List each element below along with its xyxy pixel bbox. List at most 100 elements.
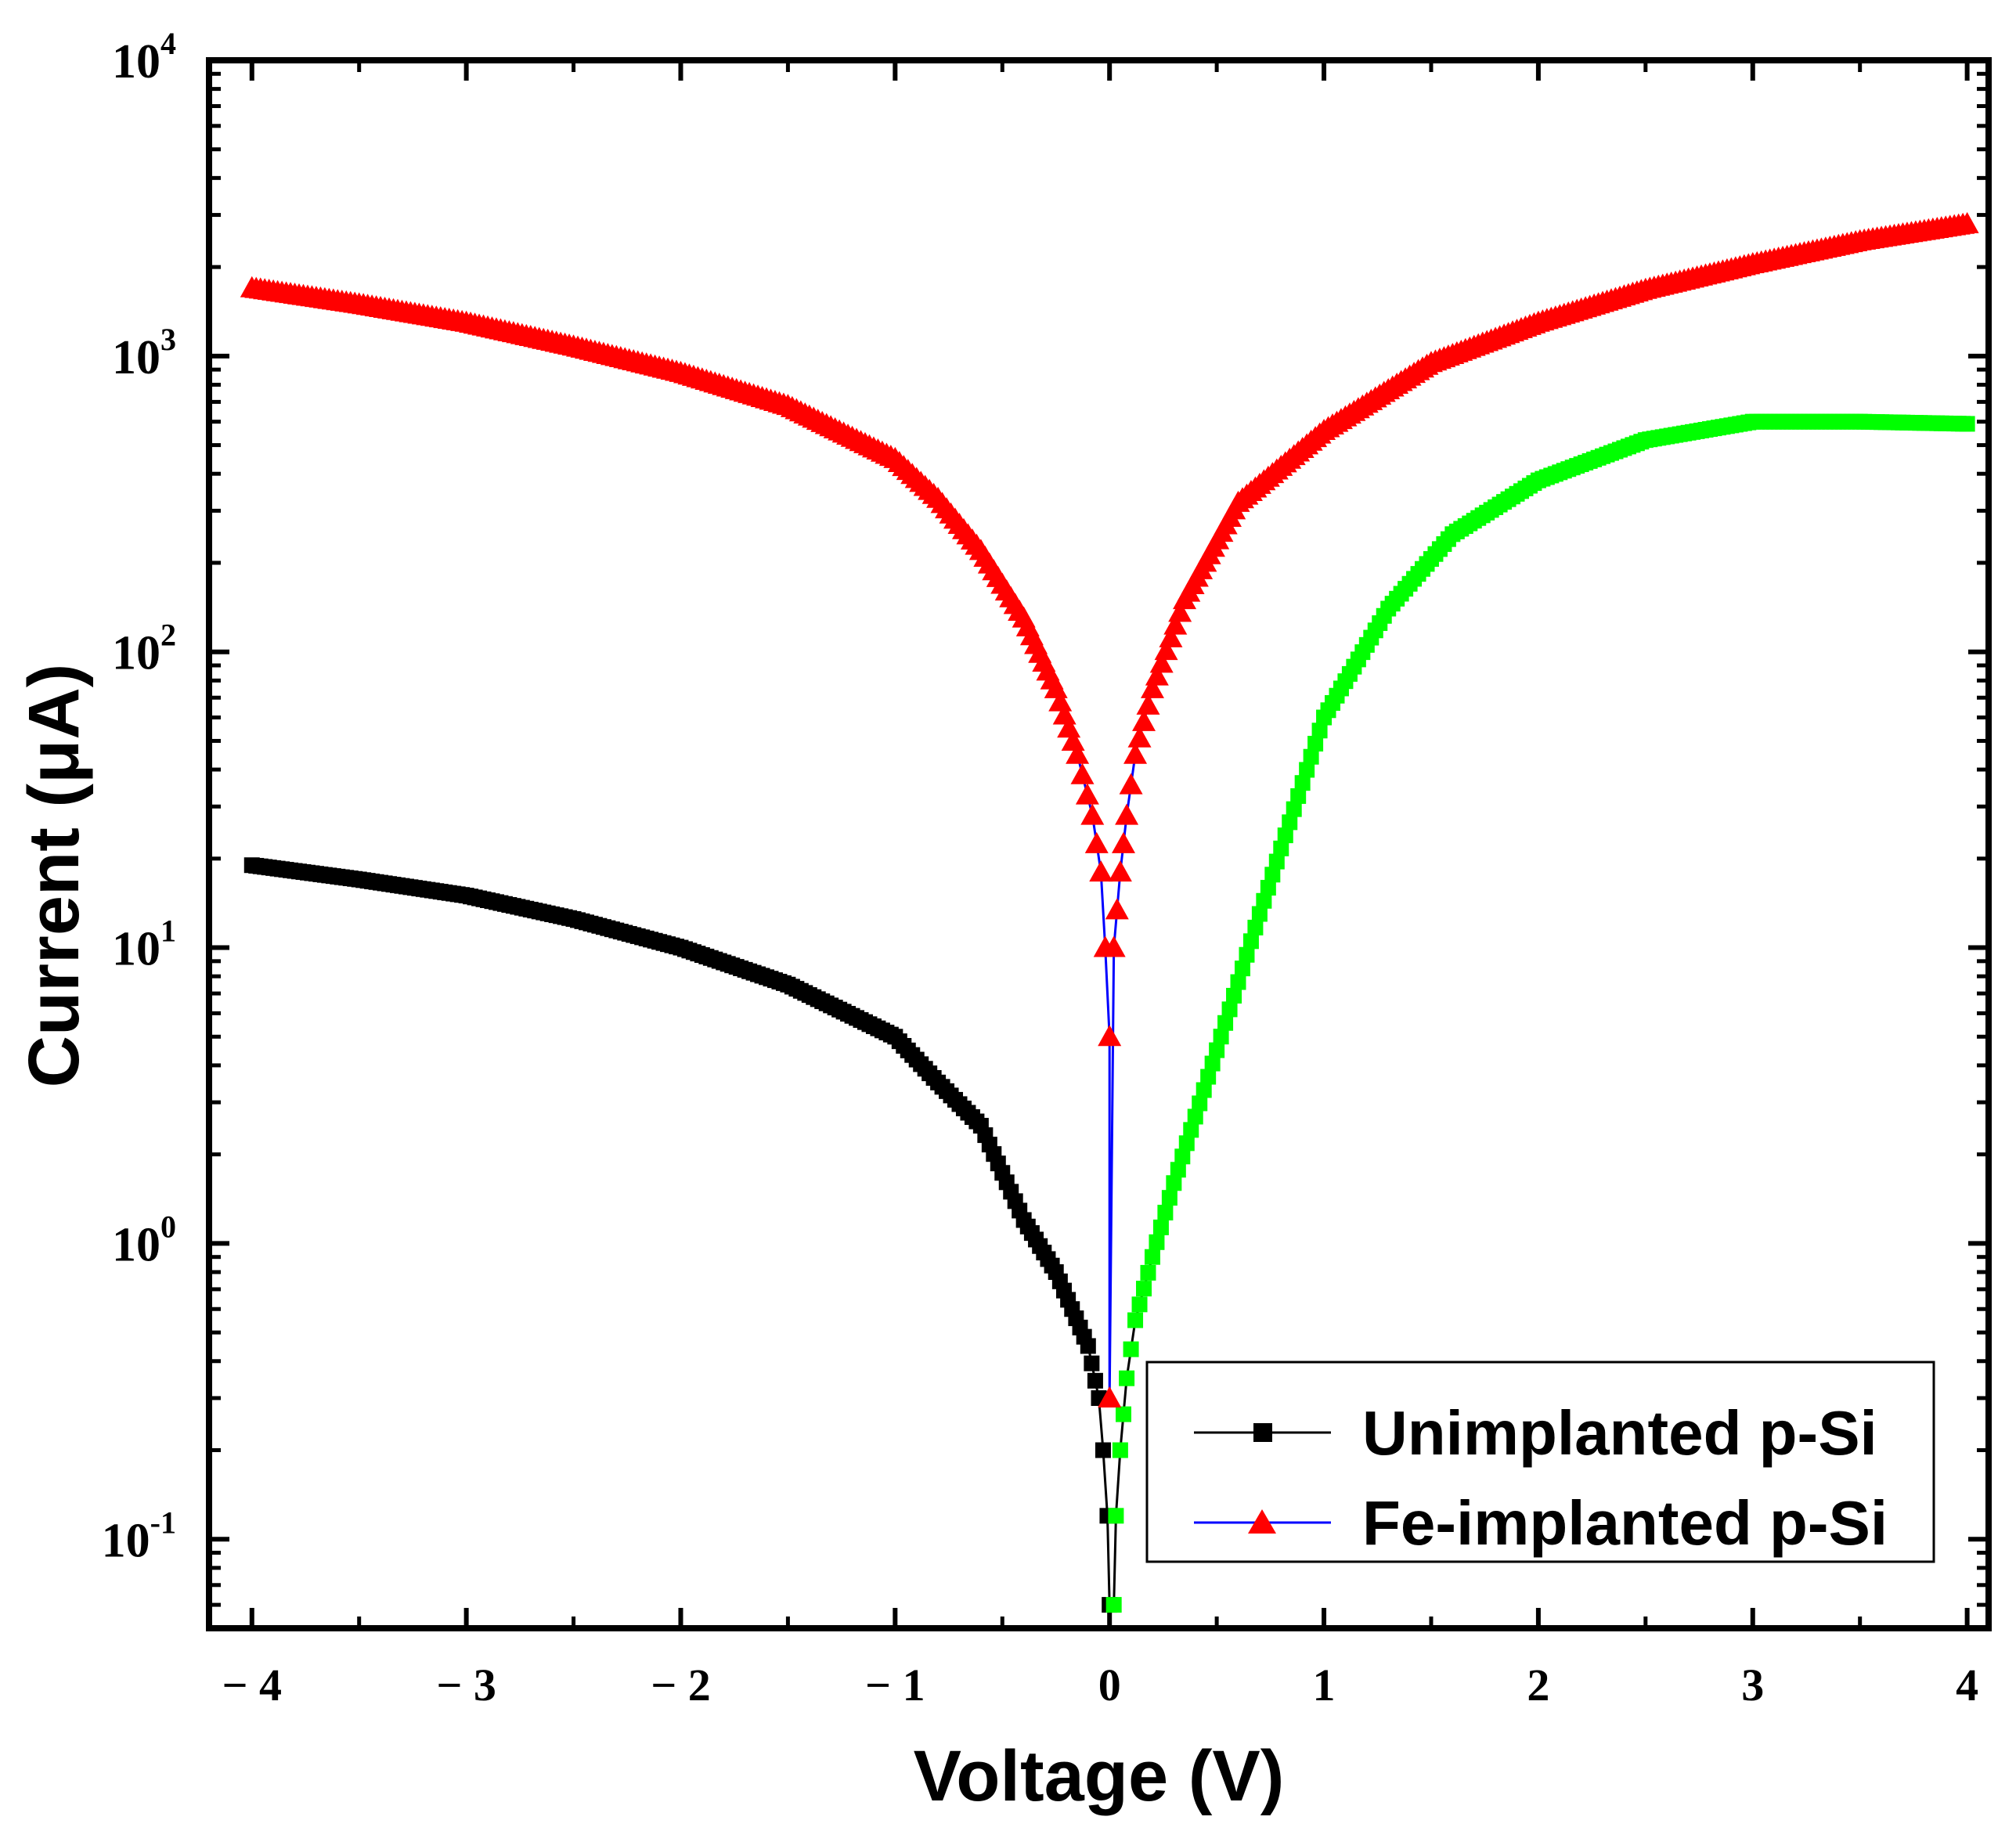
data-point <box>1260 880 1276 896</box>
data-point <box>1127 1312 1144 1328</box>
x-axis-title: Voltage (V) <box>914 1736 1285 1816</box>
data-point <box>1061 729 1085 751</box>
data-point <box>1239 946 1255 963</box>
data-point <box>1132 709 1156 731</box>
y-tick-label: 100 <box>112 1209 176 1271</box>
data-point <box>1174 1148 1191 1165</box>
data-point <box>1221 1001 1238 1018</box>
data-point <box>1098 1025 1122 1047</box>
data-point <box>1213 1029 1229 1045</box>
data-point <box>1123 742 1148 764</box>
x-tick-label: − 4 <box>222 1660 282 1710</box>
data-point <box>1168 600 1192 622</box>
data-point <box>1084 1355 1100 1371</box>
x-tick-label: 4 <box>1956 1660 1978 1710</box>
data-point <box>1187 1108 1203 1125</box>
tick-labels-group: − 4 − 3 − 2 − 1 0 1 2 3 4 10-1 100 101 102 103 104 <box>102 26 1978 1710</box>
data-point <box>1102 935 1126 957</box>
series-unimplanted <box>243 413 1975 1613</box>
data-point <box>1115 1406 1131 1422</box>
data-point <box>1095 1442 1111 1458</box>
data-point <box>1105 1597 1122 1613</box>
data-point <box>1080 1338 1096 1354</box>
data-point <box>1200 1069 1217 1085</box>
x-tick-label: 2 <box>1527 1660 1549 1710</box>
data-point <box>1066 742 1090 764</box>
y-tick-label: 103 <box>112 322 176 384</box>
data-point <box>1131 1296 1148 1313</box>
data-point <box>1196 1082 1212 1098</box>
data-point <box>1136 1281 1152 1297</box>
data-point <box>1217 1015 1234 1031</box>
data-point <box>1152 1219 1169 1235</box>
data-point <box>1084 831 1109 853</box>
data-point <box>1159 625 1183 647</box>
data-point <box>1247 919 1264 935</box>
x-tick-label: 1 <box>1313 1660 1336 1710</box>
data-point <box>1268 853 1285 870</box>
series-fe-implanted <box>240 211 1979 1407</box>
plot-frame <box>206 57 1992 1631</box>
data-point <box>1299 762 1315 778</box>
data-point <box>1089 860 1113 882</box>
data-point <box>1119 773 1143 795</box>
data-point <box>1127 726 1152 748</box>
data-point <box>1140 1264 1156 1281</box>
data-point <box>1119 1370 1135 1386</box>
x-tick-label: − 2 <box>651 1660 711 1710</box>
data-point <box>1290 788 1307 804</box>
x-tick-label: − 3 <box>436 1660 496 1710</box>
data-point <box>1144 1249 1160 1265</box>
data-point <box>1052 703 1077 725</box>
data-point <box>1149 651 1174 673</box>
data-point <box>1080 803 1105 825</box>
data-point <box>1294 775 1311 791</box>
legend: Unimplanted p-Si Fe-implanted p-Si <box>1145 1361 1935 1563</box>
data-point <box>1277 827 1293 844</box>
data-point <box>1105 898 1129 920</box>
data-point <box>1157 1205 1174 1221</box>
data-point <box>1070 762 1095 784</box>
data-point <box>1959 416 1975 432</box>
data-point <box>1192 1095 1208 1112</box>
data-point <box>1286 801 1302 817</box>
data-point <box>1048 690 1073 712</box>
data-point <box>1123 1341 1139 1357</box>
legend-marker-square <box>1253 1423 1272 1442</box>
legend-marker-triangle <box>1248 1509 1276 1534</box>
y-tick-label: 104 <box>112 26 176 88</box>
data-series-group <box>240 211 1979 1613</box>
data-point <box>1112 1442 1128 1458</box>
data-point <box>1161 1190 1178 1206</box>
data-point <box>1170 1162 1186 1178</box>
y-tick-label: 102 <box>112 618 176 680</box>
data-point <box>1154 639 1178 661</box>
data-point <box>1251 906 1268 922</box>
data-point <box>1311 723 1328 739</box>
data-point <box>1075 783 1099 805</box>
data-point <box>1204 1055 1221 1072</box>
data-point <box>1140 676 1164 698</box>
data-point <box>1273 840 1289 856</box>
data-point <box>1307 735 1324 752</box>
data-point <box>1098 1386 1122 1407</box>
data-point <box>1163 613 1188 635</box>
legend-box <box>1145 1361 1935 1563</box>
y-tick-label: 10-1 <box>102 1505 176 1567</box>
data-point <box>1115 803 1139 825</box>
y-axis-title: Current (μA) <box>14 664 94 1088</box>
data-point <box>1226 987 1242 1004</box>
data-point <box>1108 860 1132 882</box>
data-point <box>1264 867 1281 883</box>
data-point <box>1178 1135 1195 1152</box>
data-point <box>1234 961 1250 977</box>
data-point <box>1955 211 1979 233</box>
data-point <box>1242 933 1259 950</box>
data-point <box>1136 693 1160 715</box>
data-point <box>1145 664 1169 686</box>
data-point <box>1149 1234 1165 1250</box>
legend-label-unimplanted: Unimplanted p-Si <box>1362 1398 1877 1468</box>
data-point <box>1111 831 1135 853</box>
data-point <box>1044 676 1068 698</box>
